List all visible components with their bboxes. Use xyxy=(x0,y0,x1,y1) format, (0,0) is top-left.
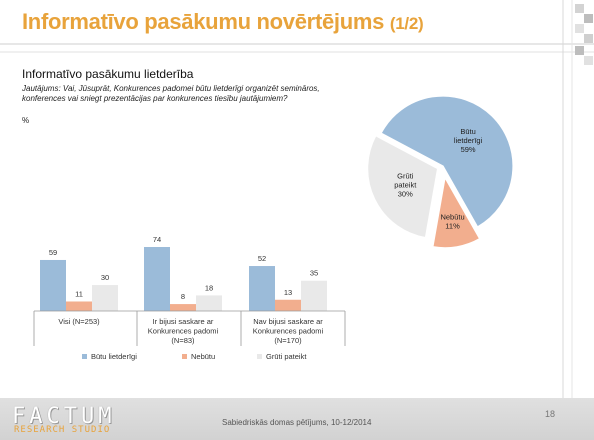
bar-value-label: 11 xyxy=(75,289,83,298)
bar-butu-lietderigi xyxy=(144,247,170,311)
bar-nebutu xyxy=(170,304,196,311)
pie-slice-nebutu xyxy=(432,176,481,249)
pie-label-butu-lietderigi: 59% xyxy=(461,145,476,154)
survey-question: Jautājums: Vai, Jūsuprāt, Konkurences pa… xyxy=(22,84,322,104)
pie-slice-gruti-pateikt xyxy=(367,134,439,239)
bar-gruti-pateikt xyxy=(196,295,222,311)
bar-nebutu xyxy=(66,301,92,311)
category-label: Konkurences padomi xyxy=(253,327,324,336)
bar-value-label: 74 xyxy=(153,235,161,244)
page-number: 18 xyxy=(545,409,556,419)
category-label: Nav bijusi saskare ar xyxy=(253,317,323,326)
decorative-square xyxy=(575,4,584,13)
bar-chart: 59 11 30 Visi (N=253) 74 8 18 Ir bijusi saskare… xyxy=(33,235,346,361)
chart-subtitle: Informatīvo pasākumu lietderība xyxy=(22,67,194,81)
percent-unit-label: % xyxy=(22,116,30,125)
decorative-square xyxy=(575,24,584,33)
decorative-square xyxy=(584,14,593,23)
factum-logo-subtitle: RESEARCH STUDIO xyxy=(14,425,111,435)
pie-slice-butu-lietderigi xyxy=(380,95,514,228)
category-label: Ir bijusi saskare ar xyxy=(153,317,214,326)
bar-value-label: 35 xyxy=(310,269,318,278)
category-label: (N=83) xyxy=(171,336,195,345)
pie-label-nebutu: 11% xyxy=(445,222,460,231)
decorative-square xyxy=(584,56,593,65)
bar-value-label: 59 xyxy=(49,248,57,257)
slide-title-text: Informatīvo pasākumu novērtējums xyxy=(22,9,385,34)
bar-value-label: 18 xyxy=(205,283,213,292)
footer-bar xyxy=(0,398,594,440)
bar-gruti-pateikt xyxy=(92,285,118,311)
survey-question-text: Vai, Jūsuprāt, Konkurences padomei būtu … xyxy=(22,84,320,103)
legend-swatch xyxy=(257,354,262,359)
category-label: (N=170) xyxy=(274,336,302,345)
pie-label-gruti-pateikt: Grūti xyxy=(397,171,414,180)
bar-nebutu xyxy=(275,299,301,311)
legend-label: Nebūtu xyxy=(191,352,215,361)
bar-value-label: 52 xyxy=(258,254,266,263)
slide-title: Informatīvo pasākumu novērtējums (1/2) xyxy=(22,9,424,35)
factum-logo: FACTUM xyxy=(12,404,116,429)
decorative-square xyxy=(575,46,584,55)
bar-butu-lietderigi xyxy=(249,266,275,311)
legend-swatch xyxy=(182,354,187,359)
legend-label: Grūti pateikt xyxy=(266,352,307,361)
bar-value-label: 8 xyxy=(181,292,185,301)
survey-question-label: Jautājums: xyxy=(22,84,61,93)
pie-label-gruti-pateikt: 30% xyxy=(398,189,413,198)
slide-title-suffix: (1/2) xyxy=(389,14,424,33)
legend-label: Būtu lietderīgi xyxy=(91,352,137,361)
pie-label-gruti-pateikt: pateikt xyxy=(394,180,417,189)
category-label: Visi (N=253) xyxy=(58,317,100,326)
bar-value-label: 30 xyxy=(101,273,109,282)
pie-label-butu-lietderigi: Būtu xyxy=(460,127,475,136)
legend-swatch xyxy=(82,354,87,359)
category-label: Konkurences padomi xyxy=(148,327,219,336)
bar-gruti-pateikt xyxy=(301,280,327,311)
pie-label-butu-lietderigi: lietderīgi xyxy=(454,136,483,145)
decorative-square xyxy=(584,34,593,43)
bar-value-label: 13 xyxy=(284,288,292,297)
pie-label-nebutu: Nebūtu xyxy=(440,213,464,222)
bar-butu-lietderigi xyxy=(40,259,66,311)
footer-source-text: Sabiedriskās domas pētījums, 10-12/2014 xyxy=(222,418,372,427)
